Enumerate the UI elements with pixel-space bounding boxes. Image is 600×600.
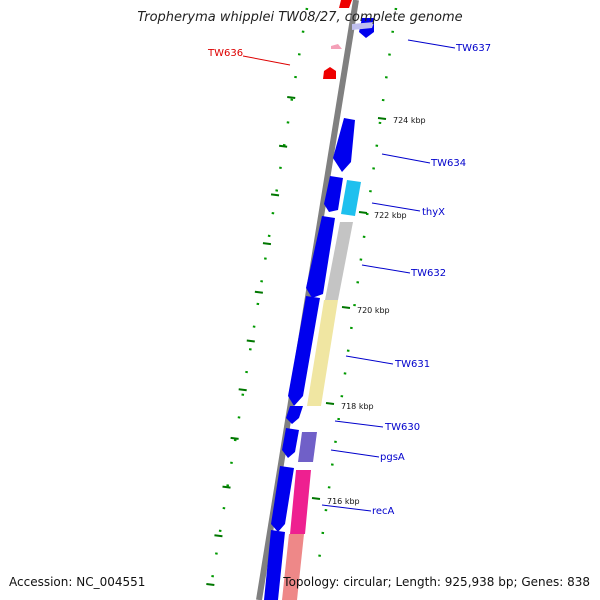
inner-tick-mark <box>254 290 263 294</box>
segment-top-red <box>339 0 352 8</box>
scale-ticks: 724 kbp 722 kbp 720 kbp 718 kbp 716 kbp <box>311 116 426 506</box>
inner-tick-mark <box>246 339 255 343</box>
segment-recA <box>290 470 311 534</box>
tw636-markers <box>323 22 374 79</box>
inner-tick-mark <box>287 96 296 99</box>
segment-pgsA <box>298 432 317 462</box>
inner-tick-mark <box>262 242 272 246</box>
gene-label-TW631: TW631 <box>394 359 430 370</box>
cds-arrows <box>264 18 374 600</box>
cds-arrow-thyX <box>324 176 343 212</box>
inner-tick-mark <box>222 485 231 489</box>
inner-tick-mark <box>230 436 239 440</box>
outer-dotted-ring <box>317 7 398 561</box>
segment-TW632 <box>325 222 353 300</box>
gene-labels: TW637 TW636 TW634 thyX TW632 TW631 TW630… <box>207 43 491 517</box>
cds-arrow-pgsA <box>282 428 299 458</box>
cds-arrow-TW631 <box>288 296 320 406</box>
inner-tick-mark <box>270 193 280 197</box>
gene-label-TW637: TW637 <box>455 43 491 54</box>
red-marker <box>323 67 336 79</box>
segment-pink <box>282 534 304 600</box>
gene-label-TW630: TW630 <box>384 422 420 433</box>
feature-segments <box>282 0 361 600</box>
tick-label-720: 720 kbp <box>357 306 390 315</box>
gene-label-pgsA: pgsA <box>380 452 405 463</box>
inner-tick-mark <box>279 144 288 148</box>
gene-label-TW636: TW636 <box>207 48 243 59</box>
segment-TW631 <box>307 300 338 406</box>
cds-arrow-TW634 <box>333 118 355 172</box>
cds-arrow-recA <box>271 466 294 532</box>
inner-tick-mark <box>238 388 247 392</box>
pink-marker <box>331 44 342 49</box>
gene-label-TW632: TW632 <box>410 268 446 279</box>
inner-tick-mark <box>206 583 215 586</box>
tick-label-722: 722 kbp <box>374 211 407 220</box>
genome-summary-text: Topology: circular; Length: 925,938 bp; … <box>283 575 590 589</box>
gene-label-thyX: thyX <box>422 207 445 218</box>
inner-tick-mark <box>214 534 223 538</box>
faint-lilac-block <box>352 22 374 30</box>
gene-label-TW634: TW634 <box>430 158 466 169</box>
accession-text: Accession: NC_004551 <box>9 575 146 589</box>
tick-label-718: 718 kbp <box>341 402 374 411</box>
map-title: Tropheryma whipplei TW08/27, complete ge… <box>137 10 463 25</box>
cds-arrow-TW632 <box>306 216 335 298</box>
inner-dotted-ring <box>210 7 309 581</box>
inner-tick-marks <box>206 96 296 586</box>
tick-label-716: 716 kbp <box>327 497 360 506</box>
gene-label-recA: recA <box>372 506 395 517</box>
cds-arrow-TW630 <box>286 406 303 424</box>
label-leaders <box>242 39 456 512</box>
tick-label-724: 724 kbp <box>393 116 426 125</box>
segment-thyX <box>341 180 361 216</box>
cds-arrow-lower <box>264 530 285 600</box>
